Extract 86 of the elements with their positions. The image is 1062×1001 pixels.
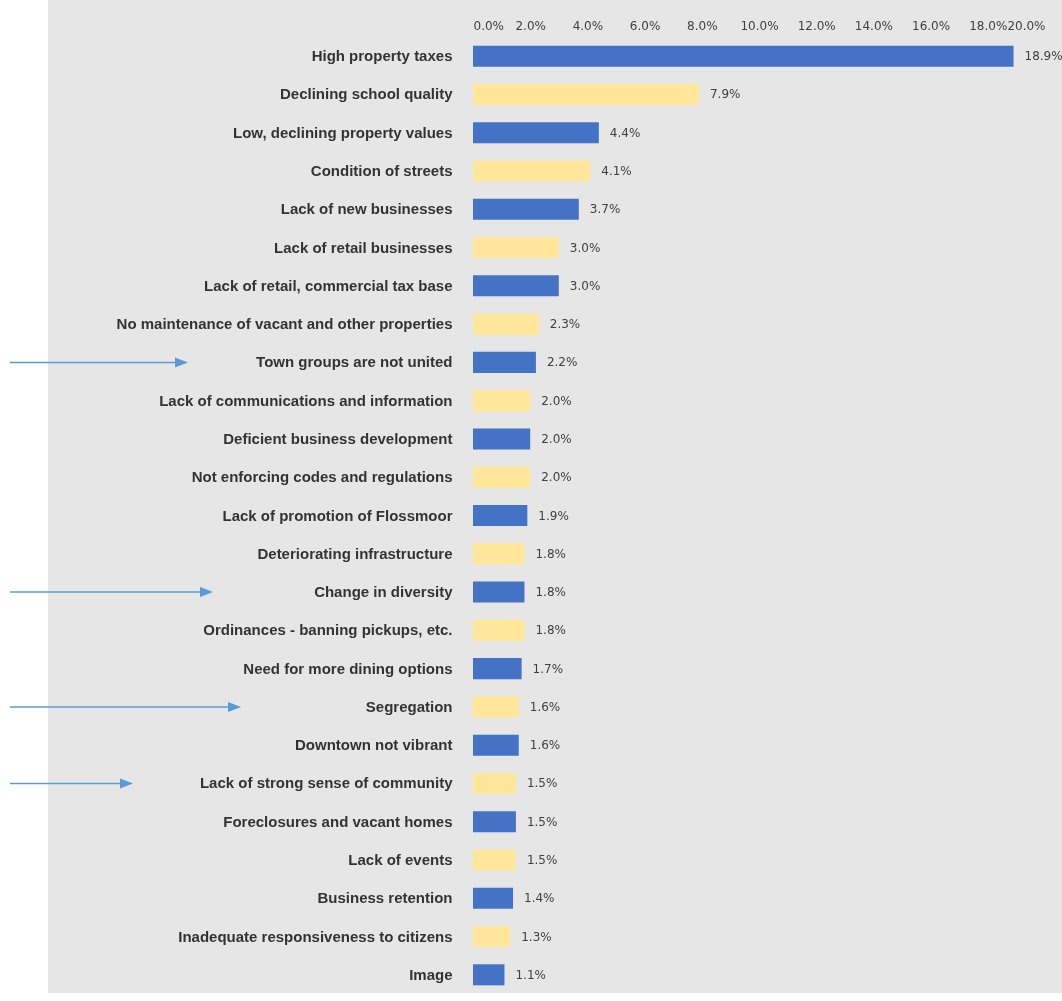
bar bbox=[473, 504, 528, 527]
bar bbox=[473, 313, 539, 335]
data-label: 1.1% bbox=[515, 967, 546, 982]
bar bbox=[473, 428, 531, 450]
bar bbox=[473, 696, 519, 718]
x-tick-label: 0.0% bbox=[473, 18, 504, 33]
data-label: 7.9% bbox=[709, 87, 741, 102]
y-tick-label: Lack of communications and information bbox=[159, 391, 453, 409]
y-tick-label: Lack of strong sense of community bbox=[199, 774, 454, 792]
data-label: 3.7% bbox=[589, 202, 621, 217]
bar bbox=[473, 887, 514, 909]
y-tick-label: Inadequate responsiveness to citizens bbox=[178, 927, 453, 945]
data-label: 1.8% bbox=[535, 585, 566, 600]
y-tick-label: Image bbox=[409, 965, 453, 983]
x-tick-label: 8.0% bbox=[687, 18, 718, 33]
bar bbox=[473, 45, 1014, 67]
y-tick-label: Lack of retail, commercial tax base bbox=[204, 276, 453, 294]
y-tick-label: Downtown not vibrant bbox=[295, 736, 453, 754]
y-tick-label: Town groups are not united bbox=[256, 353, 453, 371]
x-tick-label: 12.0% bbox=[797, 18, 836, 33]
data-label: 1.5% bbox=[526, 852, 558, 867]
x-tick-label: 20.0% bbox=[1007, 18, 1046, 33]
data-label: 1.6% bbox=[529, 699, 561, 714]
data-label: 2.2% bbox=[546, 355, 578, 370]
bar bbox=[473, 237, 559, 259]
x-tick-label: 6.0% bbox=[629, 18, 661, 33]
y-tick-label: Business retention bbox=[317, 889, 453, 907]
y-tick-label: Lack of retail businesses bbox=[274, 238, 453, 256]
data-label: 2.3% bbox=[549, 317, 581, 332]
bar bbox=[473, 275, 559, 297]
data-label: 1.5% bbox=[526, 814, 558, 829]
x-tick-label: 10.0% bbox=[740, 18, 779, 33]
bar bbox=[473, 543, 525, 565]
bar bbox=[473, 734, 519, 756]
data-label: 4.1% bbox=[601, 164, 632, 179]
y-tick-label: Change in diversity bbox=[314, 583, 454, 601]
bar bbox=[473, 964, 505, 986]
data-label: 4.4% bbox=[609, 125, 641, 140]
bar bbox=[473, 849, 516, 871]
x-tick-label: 16.0% bbox=[912, 18, 951, 33]
y-tick-label: Need for more dining options bbox=[243, 659, 453, 677]
y-tick-label: Foreclosures and vacant homes bbox=[223, 812, 453, 830]
data-label: 1.7% bbox=[532, 661, 564, 676]
data-label: 1.8% bbox=[535, 623, 566, 638]
bar bbox=[473, 772, 516, 794]
y-tick-label: Lack of events bbox=[348, 850, 453, 868]
bar bbox=[473, 926, 511, 948]
bar bbox=[473, 198, 579, 220]
bar bbox=[473, 658, 522, 680]
x-tick-label: 4.0% bbox=[572, 18, 604, 33]
bar bbox=[473, 581, 525, 603]
y-tick-label: High property taxes bbox=[311, 47, 453, 65]
x-tick-label: 14.0% bbox=[854, 18, 893, 33]
y-tick-label: No maintenance of vacant and other properties bbox=[116, 315, 453, 333]
y-tick-label: Not enforcing codes and regulations bbox=[191, 468, 453, 486]
bar bbox=[473, 811, 516, 833]
x-tick-label: 2.0% bbox=[515, 18, 546, 33]
y-tick-label: Segregation bbox=[365, 697, 453, 715]
data-label: 3.0% bbox=[569, 240, 601, 255]
data-label: 18.9% bbox=[1024, 49, 1062, 64]
data-label: 1.3% bbox=[521, 929, 552, 944]
data-label: 1.5% bbox=[526, 776, 558, 791]
y-tick-label: Lack of promotion of Flossmoor bbox=[222, 506, 453, 524]
data-label: 1.9% bbox=[538, 508, 569, 523]
y-tick-label: Deficient business development bbox=[223, 429, 453, 447]
y-tick-label: Condition of streets bbox=[310, 162, 453, 180]
data-label: 2.0% bbox=[541, 393, 572, 408]
data-label: 2.0% bbox=[541, 470, 572, 485]
bar bbox=[473, 619, 525, 641]
y-tick-label: Ordinances - banning pickups, etc. bbox=[203, 621, 453, 639]
y-tick-label: Low, declining property values bbox=[233, 123, 453, 141]
y-tick-label: Lack of new businesses bbox=[280, 200, 453, 218]
bar bbox=[473, 466, 531, 488]
data-label: 1.4% bbox=[524, 891, 555, 906]
y-tick-label: Deteriorating infrastructure bbox=[257, 544, 453, 562]
x-tick-label: 18.0% bbox=[969, 18, 1008, 33]
bar bbox=[473, 122, 599, 144]
bar bbox=[473, 160, 591, 182]
data-label: 1.8% bbox=[535, 546, 566, 561]
bar bbox=[473, 83, 699, 105]
data-label: 2.0% bbox=[541, 431, 572, 446]
y-tick-label: Declining school quality bbox=[279, 85, 454, 103]
data-label: 1.6% bbox=[529, 738, 561, 753]
bar bbox=[473, 351, 536, 373]
data-label: 3.0% bbox=[569, 278, 601, 293]
bar bbox=[473, 390, 531, 412]
